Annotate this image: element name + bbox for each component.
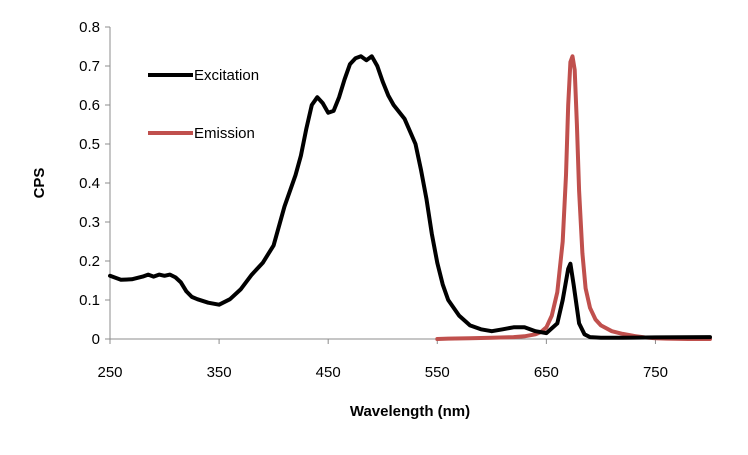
y-tick-label: 0.5 [79,136,100,153]
y-tick-label: 0.6 [79,97,100,114]
y-tick-label: 0.8 [79,19,100,36]
y-tick-label: 0.1 [79,292,100,309]
y-tick-label: 0.3 [79,214,100,231]
x-tick-label: 350 [207,364,232,381]
y-tick-label: 0.4 [79,175,100,192]
x-tick-label: 550 [425,364,450,381]
x-tick-label: 750 [643,364,668,381]
x-axis-title: Wavelength (nm) [350,403,470,420]
legend-label-excitation: Excitation [194,67,259,84]
x-tick-label: 650 [534,364,559,381]
x-tick-label: 250 [97,364,122,381]
y-tick-label: 0.2 [79,253,100,270]
series-layer [108,54,712,341]
y-axis-title: CPS [31,168,48,199]
axes: 0 0.1 0.2 0.3 0.4 0.5 0.6 0.7 0.8 250 350 450 550 650… [79,19,710,381]
legend: Excitation Emission [148,67,259,142]
series-line-emission [435,54,712,341]
x-tick-label: 450 [316,364,341,381]
legend-label-emission: Emission [194,125,255,142]
y-tick-label: 0.7 [79,58,100,75]
y-tick-label: 0 [92,331,100,348]
series-line-excitation [108,54,712,340]
